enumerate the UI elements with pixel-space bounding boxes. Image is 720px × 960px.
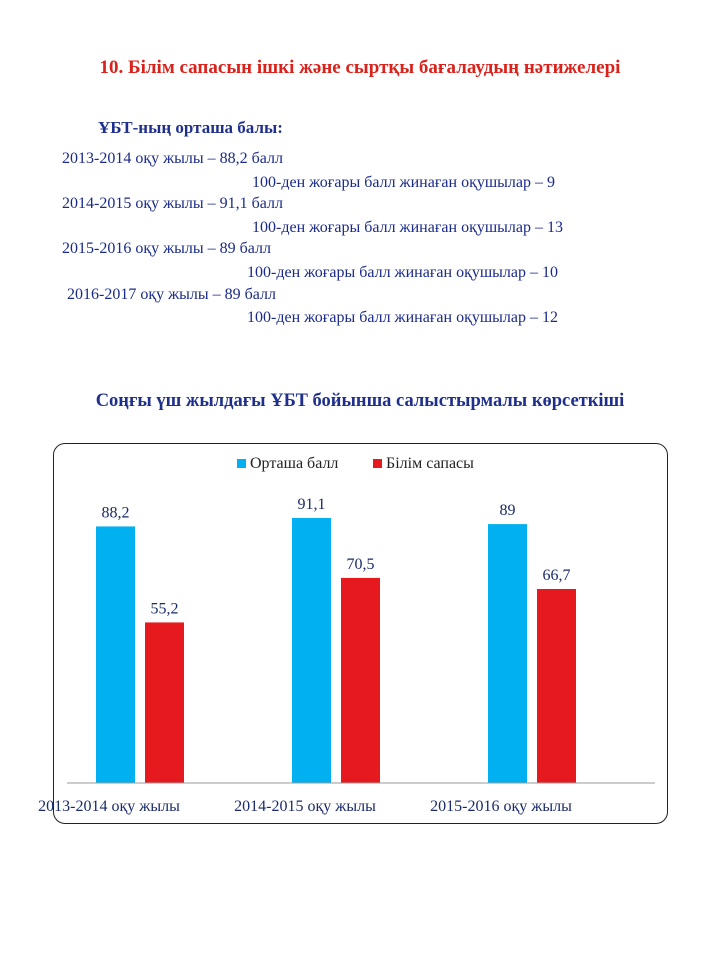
legend-swatch-1: [373, 459, 382, 468]
result-line-2016-2017: 2016-2017 оқу жылы – 89 балл: [67, 286, 276, 303]
legend-label-0: Орташа балл: [250, 455, 338, 472]
category-label-0: 2013-2014 оқу жылы: [38, 798, 180, 815]
data-label-0-2: 89: [500, 502, 516, 519]
data-label-1-1: 70,5: [347, 556, 375, 573]
high-score-line-2016-2017: 100-ден жоғары балл жинаған оқушылар – 1…: [247, 309, 558, 326]
legend-swatch-0: [237, 459, 246, 468]
high-score-line-2015-2016: 100-ден жоғары балл жинаған оқушылар – 1…: [247, 264, 558, 281]
bar-0-2: [488, 524, 527, 783]
high-score-line-2013-2014: 100-ден жоғары балл жинаған оқушылар – 9: [252, 174, 555, 191]
bar-0-0: [96, 526, 135, 783]
bar-1-0: [145, 622, 184, 783]
high-score-line-2014-2015: 100-ден жоғары балл жинаған оқушылар – 1…: [252, 219, 563, 236]
data-label-1-2: 66,7: [543, 567, 571, 584]
data-label-0-1: 91,1: [298, 496, 326, 513]
ubt-average-subheading: ҰБТ-ның орташа балы:: [98, 118, 283, 137]
bar-0-1: [292, 518, 331, 783]
category-label-1: 2014-2015 оқу жылы: [234, 798, 376, 815]
legend-label-1: Білім сапасы: [386, 455, 474, 472]
result-line-2013-2014: 2013-2014 оқу жылы – 88,2 балл: [62, 150, 283, 167]
result-line-2014-2015: 2014-2015 оқу жылы – 91,1 балл: [62, 195, 283, 212]
chart-section-title: Соңғы үш жылдағы ҰБТ бойынша салыстырмал…: [95, 391, 625, 411]
bar-1-2: [537, 588, 576, 783]
data-label-1-0: 55,2: [151, 600, 179, 617]
data-label-0-0: 88,2: [102, 504, 130, 521]
bar-1-1: [341, 577, 380, 783]
category-label-2: 2015-2016 оқу жылы: [430, 798, 572, 815]
page-heading: 10. Білім сапасын ішкі және сыртқы бағал…: [99, 57, 621, 78]
result-line-2015-2016: 2015-2016 оқу жылы – 89 балл: [62, 240, 271, 257]
